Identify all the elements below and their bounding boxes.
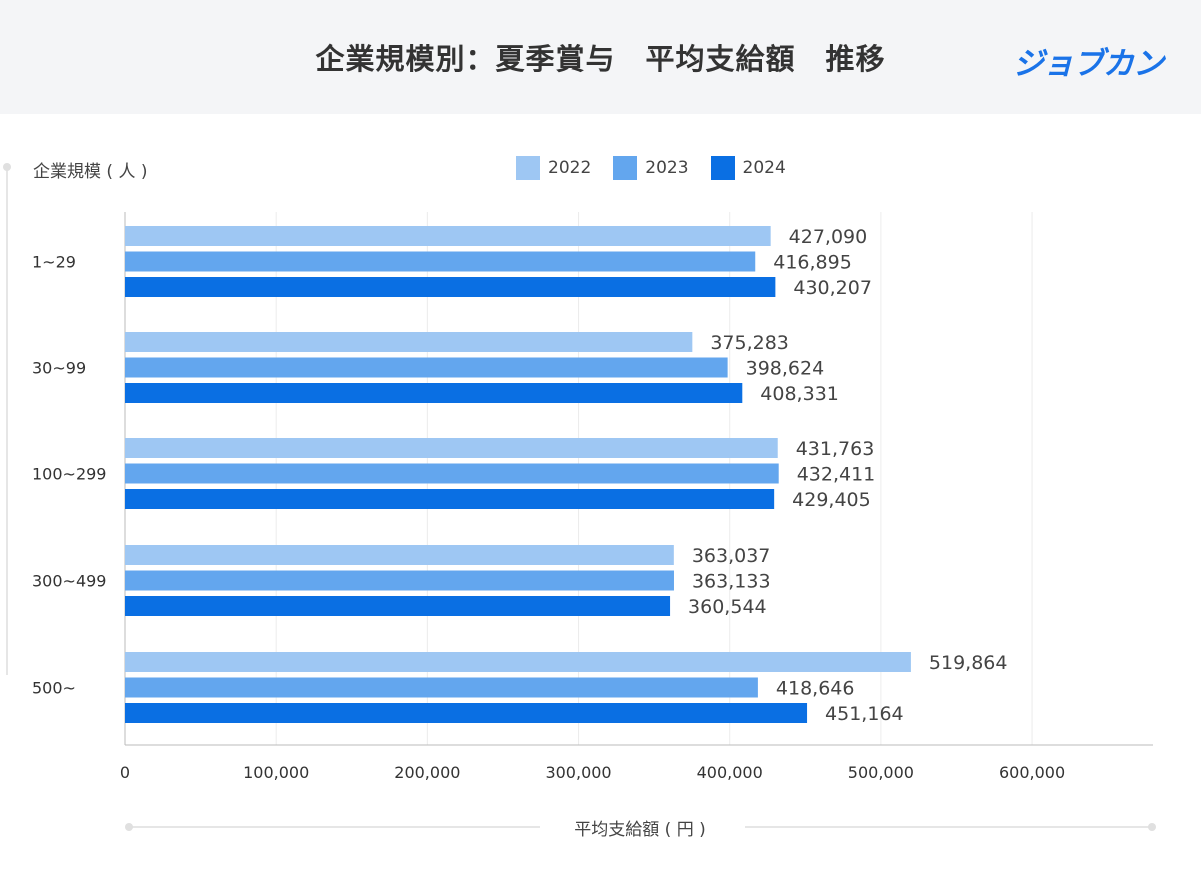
bar-2023 bbox=[125, 570, 674, 591]
value-label: 360,544 bbox=[688, 596, 767, 618]
x-tick-label: 600,000 bbox=[999, 763, 1065, 782]
legend-label-2023: 2023 bbox=[645, 158, 689, 178]
bar-2024 bbox=[125, 277, 776, 297]
x-tick-label: 100,000 bbox=[243, 763, 309, 782]
value-label: 408,331 bbox=[760, 383, 839, 405]
legend: 2022 2023 2024 bbox=[516, 156, 786, 180]
value-label: 429,405 bbox=[792, 489, 871, 511]
value-label: 451,164 bbox=[825, 703, 904, 725]
value-label: 363,037 bbox=[692, 545, 771, 567]
x-tick-label: 500,000 bbox=[848, 763, 914, 782]
category-label: 30~99 bbox=[32, 359, 86, 378]
value-label: 430,207 bbox=[793, 277, 872, 299]
axis-decorations bbox=[3, 163, 1156, 831]
chart-title: 企業規模別：夏季賞与 平均支給額 推移 bbox=[315, 42, 886, 76]
bar-2024 bbox=[125, 596, 671, 616]
value-label: 418,646 bbox=[776, 678, 855, 700]
brand-logo: ジョブカン bbox=[1013, 46, 1164, 82]
category-label: 500~ bbox=[32, 679, 76, 698]
legend-swatch-2023 bbox=[613, 156, 638, 180]
category-label: 300~499 bbox=[32, 572, 106, 591]
value-label: 432,411 bbox=[797, 464, 876, 486]
x-tick-label: 400,000 bbox=[697, 763, 763, 782]
legend-item-2024: 2024 bbox=[710, 156, 786, 180]
bar-2023 bbox=[125, 251, 756, 272]
legend-item-2022: 2022 bbox=[516, 156, 591, 180]
legend-item-2023: 2023 bbox=[613, 156, 689, 180]
header-band: 企業規模別：夏季賞与 平均支給額 推移 ジョブカン bbox=[0, 0, 1201, 114]
x-tick-label: 200,000 bbox=[394, 763, 460, 782]
bars bbox=[125, 226, 911, 723]
value-label: 519,864 bbox=[929, 652, 1008, 674]
y-axis-title: 企業規模 ( 人 ) bbox=[33, 162, 148, 182]
bar-2022 bbox=[125, 545, 674, 565]
legend-label-2024: 2024 bbox=[742, 158, 786, 178]
bar-2024 bbox=[125, 489, 775, 509]
legend-label-2022: 2022 bbox=[548, 158, 592, 178]
category-label: 100~299 bbox=[32, 465, 106, 484]
bar-2022 bbox=[125, 332, 693, 352]
bar-2024 bbox=[125, 703, 808, 723]
value-label: 431,763 bbox=[796, 438, 875, 460]
x-tick-label: 0 bbox=[120, 763, 130, 782]
category-label: 1~29 bbox=[32, 253, 76, 272]
value-label: 363,133 bbox=[692, 571, 771, 593]
legend-swatch-2022 bbox=[516, 156, 540, 180]
bar-2023 bbox=[125, 357, 728, 378]
bar-2022 bbox=[125, 652, 911, 672]
bar-2024 bbox=[125, 383, 743, 403]
value-label: 375,283 bbox=[710, 332, 789, 354]
value-label: 427,090 bbox=[789, 226, 868, 248]
bar-2022 bbox=[125, 438, 778, 458]
left-guide-dot bbox=[3, 163, 11, 171]
x-tick-label: 300,000 bbox=[545, 763, 611, 782]
bar-2023 bbox=[125, 463, 779, 484]
bar-2022 bbox=[125, 226, 771, 246]
legend-swatch-2024 bbox=[710, 156, 735, 180]
bottom-guide-dot-right bbox=[1148, 823, 1156, 831]
bottom-guide-dot-left bbox=[125, 823, 133, 831]
bar-2023 bbox=[125, 677, 758, 698]
x-axis-title: 平均支給額 ( 円 ) bbox=[574, 820, 706, 840]
labels: 0 100,000 200,000 300,000 400,000 500,000 600,… bbox=[32, 226, 1065, 782]
value-label: 398,624 bbox=[746, 358, 825, 380]
value-label: 416,895 bbox=[773, 252, 852, 274]
